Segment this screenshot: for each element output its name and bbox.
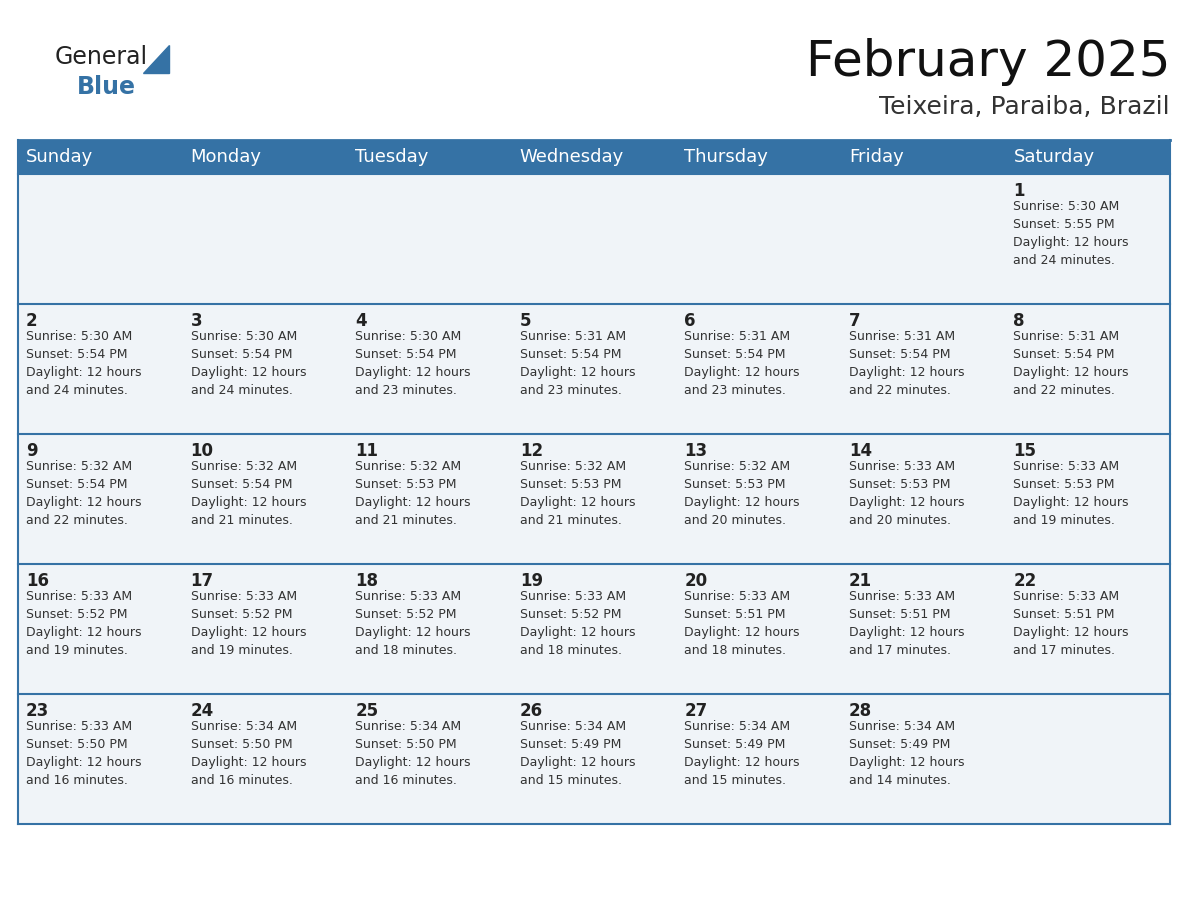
Text: 25: 25 (355, 702, 378, 720)
Text: Sunrise: 5:34 AM
Sunset: 5:50 PM
Daylight: 12 hours
and 16 minutes.: Sunrise: 5:34 AM Sunset: 5:50 PM Dayligh… (355, 720, 470, 787)
Text: 28: 28 (849, 702, 872, 720)
Text: 14: 14 (849, 442, 872, 460)
Text: Sunrise: 5:34 AM
Sunset: 5:49 PM
Daylight: 12 hours
and 15 minutes.: Sunrise: 5:34 AM Sunset: 5:49 PM Dayligh… (519, 720, 636, 787)
Text: Sunrise: 5:33 AM
Sunset: 5:52 PM
Daylight: 12 hours
and 19 minutes.: Sunrise: 5:33 AM Sunset: 5:52 PM Dayligh… (26, 590, 141, 657)
Text: 6: 6 (684, 312, 696, 330)
Text: Saturday: Saturday (1013, 148, 1094, 166)
Polygon shape (143, 45, 169, 73)
Text: Sunrise: 5:31 AM
Sunset: 5:54 PM
Daylight: 12 hours
and 22 minutes.: Sunrise: 5:31 AM Sunset: 5:54 PM Dayligh… (849, 330, 965, 397)
Text: Sunrise: 5:33 AM
Sunset: 5:53 PM
Daylight: 12 hours
and 19 minutes.: Sunrise: 5:33 AM Sunset: 5:53 PM Dayligh… (1013, 460, 1129, 527)
Text: 12: 12 (519, 442, 543, 460)
Text: Sunrise: 5:31 AM
Sunset: 5:54 PM
Daylight: 12 hours
and 23 minutes.: Sunrise: 5:31 AM Sunset: 5:54 PM Dayligh… (519, 330, 636, 397)
Text: 3: 3 (190, 312, 202, 330)
Text: Sunrise: 5:33 AM
Sunset: 5:51 PM
Daylight: 12 hours
and 17 minutes.: Sunrise: 5:33 AM Sunset: 5:51 PM Dayligh… (1013, 590, 1129, 657)
Text: Sunrise: 5:30 AM
Sunset: 5:54 PM
Daylight: 12 hours
and 24 minutes.: Sunrise: 5:30 AM Sunset: 5:54 PM Dayligh… (26, 330, 141, 397)
Text: 18: 18 (355, 572, 378, 590)
Text: 4: 4 (355, 312, 367, 330)
Text: Sunrise: 5:30 AM
Sunset: 5:55 PM
Daylight: 12 hours
and 24 minutes.: Sunrise: 5:30 AM Sunset: 5:55 PM Dayligh… (1013, 200, 1129, 267)
Text: Sunrise: 5:32 AM
Sunset: 5:53 PM
Daylight: 12 hours
and 21 minutes.: Sunrise: 5:32 AM Sunset: 5:53 PM Dayligh… (355, 460, 470, 527)
Text: February 2025: February 2025 (805, 38, 1170, 86)
Text: Sunrise: 5:33 AM
Sunset: 5:51 PM
Daylight: 12 hours
and 17 minutes.: Sunrise: 5:33 AM Sunset: 5:51 PM Dayligh… (849, 590, 965, 657)
Text: Sunrise: 5:30 AM
Sunset: 5:54 PM
Daylight: 12 hours
and 23 minutes.: Sunrise: 5:30 AM Sunset: 5:54 PM Dayligh… (355, 330, 470, 397)
Text: 11: 11 (355, 442, 378, 460)
Text: Blue: Blue (77, 75, 135, 99)
Text: 5: 5 (519, 312, 531, 330)
Text: 17: 17 (190, 572, 214, 590)
Text: 19: 19 (519, 572, 543, 590)
Text: Sunrise: 5:32 AM
Sunset: 5:53 PM
Daylight: 12 hours
and 21 minutes.: Sunrise: 5:32 AM Sunset: 5:53 PM Dayligh… (519, 460, 636, 527)
Text: Sunrise: 5:34 AM
Sunset: 5:50 PM
Daylight: 12 hours
and 16 minutes.: Sunrise: 5:34 AM Sunset: 5:50 PM Dayligh… (190, 720, 307, 787)
Text: 7: 7 (849, 312, 860, 330)
Text: Sunrise: 5:32 AM
Sunset: 5:54 PM
Daylight: 12 hours
and 22 minutes.: Sunrise: 5:32 AM Sunset: 5:54 PM Dayligh… (26, 460, 141, 527)
Text: Sunrise: 5:33 AM
Sunset: 5:52 PM
Daylight: 12 hours
and 19 minutes.: Sunrise: 5:33 AM Sunset: 5:52 PM Dayligh… (190, 590, 307, 657)
Text: 9: 9 (26, 442, 38, 460)
Text: 27: 27 (684, 702, 708, 720)
Text: Teixeira, Paraiba, Brazil: Teixeira, Paraiba, Brazil (879, 95, 1170, 119)
Text: Friday: Friday (849, 148, 904, 166)
Bar (18, 434, 1170, 564)
Text: 15: 15 (1013, 442, 1036, 460)
Text: 13: 13 (684, 442, 707, 460)
Text: Sunday: Sunday (26, 148, 93, 166)
Bar (18, 140, 1170, 174)
Text: General: General (55, 45, 148, 69)
Text: 22: 22 (1013, 572, 1037, 590)
Text: 1: 1 (1013, 182, 1025, 200)
Text: Monday: Monday (190, 148, 261, 166)
Text: Sunrise: 5:31 AM
Sunset: 5:54 PM
Daylight: 12 hours
and 23 minutes.: Sunrise: 5:31 AM Sunset: 5:54 PM Dayligh… (684, 330, 800, 397)
Text: 8: 8 (1013, 312, 1025, 330)
Text: Thursday: Thursday (684, 148, 769, 166)
Text: 24: 24 (190, 702, 214, 720)
Text: Sunrise: 5:34 AM
Sunset: 5:49 PM
Daylight: 12 hours
and 15 minutes.: Sunrise: 5:34 AM Sunset: 5:49 PM Dayligh… (684, 720, 800, 787)
Text: 16: 16 (26, 572, 49, 590)
Text: 26: 26 (519, 702, 543, 720)
Text: 23: 23 (26, 702, 49, 720)
Text: Sunrise: 5:33 AM
Sunset: 5:52 PM
Daylight: 12 hours
and 18 minutes.: Sunrise: 5:33 AM Sunset: 5:52 PM Dayligh… (355, 590, 470, 657)
Text: Tuesday: Tuesday (355, 148, 429, 166)
Text: Wednesday: Wednesday (519, 148, 624, 166)
Text: 10: 10 (190, 442, 214, 460)
Text: Sunrise: 5:33 AM
Sunset: 5:53 PM
Daylight: 12 hours
and 20 minutes.: Sunrise: 5:33 AM Sunset: 5:53 PM Dayligh… (849, 460, 965, 527)
Text: Sunrise: 5:30 AM
Sunset: 5:54 PM
Daylight: 12 hours
and 24 minutes.: Sunrise: 5:30 AM Sunset: 5:54 PM Dayligh… (190, 330, 307, 397)
Bar (18, 694, 1170, 824)
Text: Sunrise: 5:33 AM
Sunset: 5:50 PM
Daylight: 12 hours
and 16 minutes.: Sunrise: 5:33 AM Sunset: 5:50 PM Dayligh… (26, 720, 141, 787)
Text: Sunrise: 5:32 AM
Sunset: 5:53 PM
Daylight: 12 hours
and 20 minutes.: Sunrise: 5:32 AM Sunset: 5:53 PM Dayligh… (684, 460, 800, 527)
Text: Sunrise: 5:33 AM
Sunset: 5:52 PM
Daylight: 12 hours
and 18 minutes.: Sunrise: 5:33 AM Sunset: 5:52 PM Dayligh… (519, 590, 636, 657)
Text: 20: 20 (684, 572, 707, 590)
Text: Sunrise: 5:32 AM
Sunset: 5:54 PM
Daylight: 12 hours
and 21 minutes.: Sunrise: 5:32 AM Sunset: 5:54 PM Dayligh… (190, 460, 307, 527)
Bar (18, 564, 1170, 694)
Text: Sunrise: 5:34 AM
Sunset: 5:49 PM
Daylight: 12 hours
and 14 minutes.: Sunrise: 5:34 AM Sunset: 5:49 PM Dayligh… (849, 720, 965, 787)
Text: 21: 21 (849, 572, 872, 590)
Text: 2: 2 (26, 312, 38, 330)
Text: Sunrise: 5:33 AM
Sunset: 5:51 PM
Daylight: 12 hours
and 18 minutes.: Sunrise: 5:33 AM Sunset: 5:51 PM Dayligh… (684, 590, 800, 657)
Bar (18, 174, 1170, 304)
Text: Sunrise: 5:31 AM
Sunset: 5:54 PM
Daylight: 12 hours
and 22 minutes.: Sunrise: 5:31 AM Sunset: 5:54 PM Dayligh… (1013, 330, 1129, 397)
Bar (18, 304, 1170, 434)
